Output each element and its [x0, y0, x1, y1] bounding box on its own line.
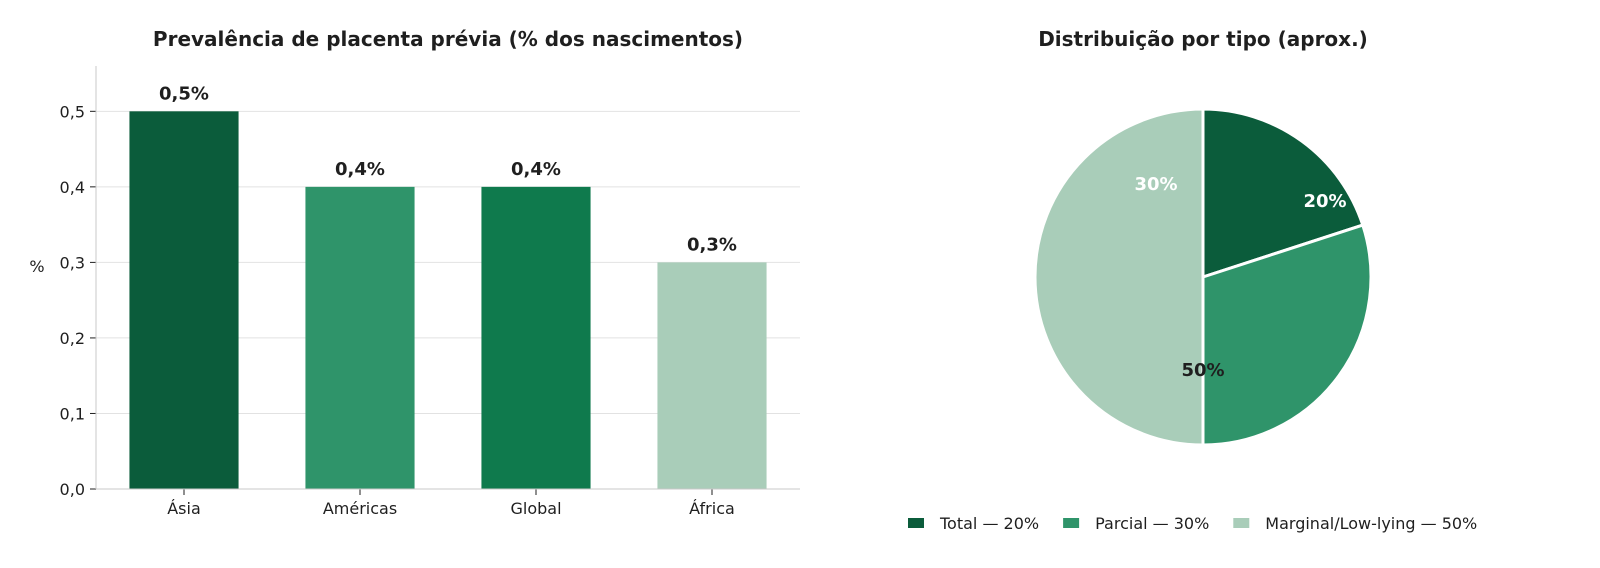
legend-entry: Marginal/Low-lying — 50% — [1265, 514, 1477, 533]
legend-swatch — [908, 518, 924, 528]
y-tick-label: 0,5 — [60, 102, 85, 121]
pie-legend: Total — 20% Parcial — 30% Marginal/Low-lyi… — [908, 514, 1477, 533]
bar — [305, 186, 415, 489]
pie-slice-label: 20% — [1303, 191, 1346, 212]
bar-series: 0,5% 0,4% 0,4% 0,3% — [129, 83, 767, 490]
y-axis-label: % — [29, 257, 44, 276]
pie-slice-label: 30% — [1134, 174, 1177, 195]
x-tick-label: África — [689, 499, 735, 518]
pie-slice — [1201, 107, 1365, 279]
pie-slices — [1033, 107, 1373, 447]
bar — [481, 186, 591, 489]
pie-labels: 20% 30% 50% — [1134, 174, 1346, 381]
pie-slice-label: 50% — [1181, 360, 1224, 381]
pie-slice — [1201, 223, 1373, 447]
y-tick-label: 0,3 — [60, 253, 85, 272]
bar-axes: 0,0 0,1 0,2 0,3 0,4 0,5 Ásia Américas Global Áfri… — [60, 66, 800, 518]
pie-chart-title: Distribuição por tipo (aprox.) — [1038, 27, 1368, 51]
legend-entry: Total — 20% — [939, 514, 1039, 533]
pie-slice — [1033, 107, 1205, 447]
bar-data-label: 0,5% — [159, 83, 209, 104]
legend-swatch — [1233, 518, 1250, 528]
bar-data-label: 0,4% — [511, 159, 561, 180]
legend-entry: Parcial — 30% — [1095, 514, 1209, 533]
y-tick-label: 0,4 — [60, 178, 85, 197]
x-tick-label: Ásia — [167, 499, 201, 518]
bar-data-label: 0,4% — [335, 159, 385, 180]
legend-swatch — [1063, 518, 1080, 528]
pie-chart: Distribuição por tipo (aprox.) 20% 30% 50%… — [908, 27, 1477, 533]
bar-chart-title: Prevalência de placenta prévia (% dos na… — [153, 27, 743, 51]
bar-data-label: 0,3% — [687, 234, 737, 255]
bar — [129, 111, 239, 490]
bar — [657, 262, 767, 489]
bar-chart: Prevalência de placenta prévia (% dos na… — [29, 27, 800, 518]
y-tick-label: 0,0 — [60, 480, 85, 499]
y-tick-label: 0,1 — [60, 404, 85, 423]
x-tick-label: Global — [510, 499, 561, 518]
x-tick-label: Américas — [323, 499, 397, 518]
y-tick-label: 0,2 — [60, 329, 85, 348]
